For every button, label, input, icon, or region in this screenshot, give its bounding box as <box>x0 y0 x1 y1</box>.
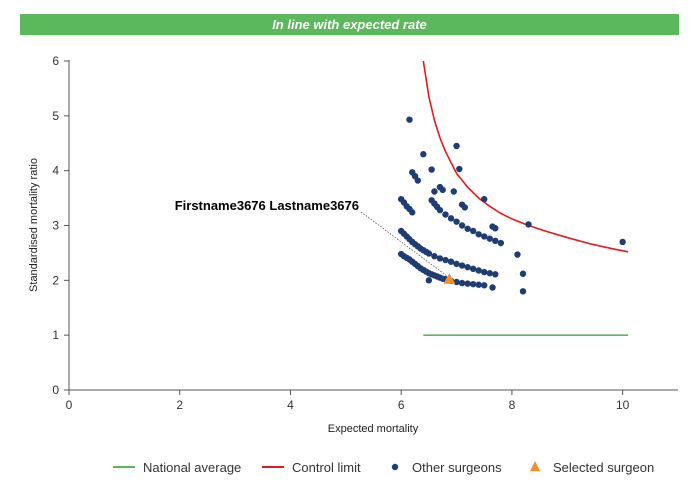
other-surgeon-point <box>492 225 499 232</box>
other-surgeon-point <box>447 215 455 222</box>
legend-label: National average <box>143 460 241 475</box>
other-surgeon-point <box>469 280 477 288</box>
x-axis-title: Expected mortality <box>328 423 419 435</box>
other-surgeon-point <box>425 250 433 257</box>
other-surgeon-point <box>442 211 449 218</box>
other-surgeon-point <box>475 281 482 288</box>
other-surgeon-point <box>458 262 466 269</box>
other-surgeon-point <box>481 268 488 276</box>
other-surgeon-point <box>492 237 499 245</box>
control-limit-line <box>422 60 629 253</box>
y-tick-label: 4 <box>52 164 59 178</box>
other-surgeon-point <box>481 195 488 203</box>
other-surgeon-point <box>481 282 488 289</box>
other-surgeon-point <box>436 206 444 214</box>
legend-label: Other surgeons <box>412 460 502 475</box>
other-surgeon-point <box>464 225 471 232</box>
y-tick-label: 3 <box>52 219 59 233</box>
legend-swatch <box>391 463 399 471</box>
other-surgeon-point <box>414 177 421 184</box>
other-surgeon-point <box>439 186 446 194</box>
y-ticks: 0 1 2 3 4 5 6 <box>52 54 69 397</box>
y-tick-label: 2 <box>52 273 59 287</box>
other-surgeon-point <box>453 218 460 225</box>
other-surgeon-point <box>436 255 444 262</box>
legend: National average Control limit Other surge… <box>113 460 654 475</box>
other-surgeon-point <box>461 204 469 211</box>
selected-surgeon-callout: Firstname3676 Lastname3676 <box>175 198 359 213</box>
other-surgeon-point <box>458 279 466 287</box>
selected-surgeon-point <box>443 273 456 284</box>
legend-swatch <box>530 461 540 471</box>
other-surgeon-point <box>469 265 477 273</box>
other-surgeon-point <box>486 270 493 277</box>
legend-item-national-average: National average <box>113 460 241 475</box>
y-tick-label: 5 <box>52 109 59 123</box>
other-surgeon-point <box>464 263 471 271</box>
other-surgeon-point <box>450 188 457 195</box>
legend-item-selected-surgeon: Selected surgeon <box>530 460 654 475</box>
other-surgeon-point <box>442 256 449 264</box>
other-surgeon-point <box>475 231 482 238</box>
y-tick-label: 6 <box>52 54 59 68</box>
x-tick-label: 10 <box>616 398 630 412</box>
other-surgeon-point <box>458 222 466 229</box>
other-surgeon-point <box>514 251 521 258</box>
x-ticks: 0 2 4 6 8 10 <box>66 390 630 412</box>
legend-label: Selected surgeon <box>553 460 654 475</box>
other-surgeon-point <box>453 142 460 150</box>
other-surgeon-point <box>481 233 488 240</box>
other-surgeon-point <box>619 238 626 246</box>
y-tick-label: 0 <box>52 383 59 397</box>
legend-item-control-limit: Control limit <box>262 460 361 475</box>
series-layer <box>397 60 629 336</box>
other-surgeon-point <box>519 270 527 277</box>
other-surgeon-point <box>464 280 471 287</box>
other-surgeon-point <box>406 116 413 123</box>
other-surgeon-point <box>428 166 435 173</box>
other-surgeon-point <box>431 188 438 195</box>
x-tick-label: 6 <box>398 398 405 412</box>
x-tick-label: 0 <box>66 398 73 412</box>
other-surgeon-point <box>431 253 438 260</box>
other-surgeon-point <box>489 284 496 291</box>
other-surgeon-point <box>447 258 455 265</box>
chart-status-banner: In line with expected rate <box>20 14 679 35</box>
other-surgeon-point <box>525 221 532 228</box>
other-surgeon-point <box>453 260 460 268</box>
other-surgeon-point <box>486 235 493 242</box>
other-surgeon-point <box>497 239 505 247</box>
axes <box>68 60 678 391</box>
other-surgeon-point <box>519 288 527 295</box>
y-tick-label: 1 <box>52 328 59 342</box>
other-surgeon-point <box>492 271 499 278</box>
callout-leader-line <box>360 211 448 277</box>
other-surgeon-point <box>456 165 463 173</box>
y-axis-title: Standardised mortality ratio <box>28 158 40 292</box>
other-surgeon-point <box>409 209 416 216</box>
x-tick-label: 4 <box>287 398 294 412</box>
x-tick-label: 8 <box>509 398 516 412</box>
legend-label: Control limit <box>292 460 361 475</box>
legend-item-other-surgeons: Other surgeons <box>391 460 502 475</box>
x-tick-label: 2 <box>176 398 183 412</box>
other-surgeon-point <box>425 277 433 284</box>
other-surgeon-point <box>469 227 477 235</box>
other-surgeon-point <box>420 151 427 158</box>
other-surgeon-point <box>475 267 482 274</box>
